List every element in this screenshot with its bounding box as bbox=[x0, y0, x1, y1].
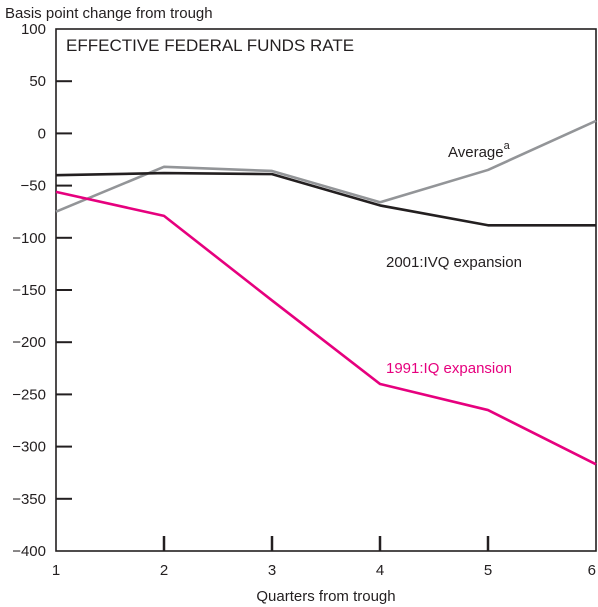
series-label-1991: 1991:IQ expansion bbox=[386, 360, 512, 377]
y-tick-label: −300 bbox=[12, 439, 46, 456]
x-tick-label: 5 bbox=[484, 562, 492, 579]
y-axis-title: Basis point change from trough bbox=[5, 5, 213, 22]
x-tick-label: 1 bbox=[52, 562, 60, 579]
y-tick-label: −150 bbox=[12, 282, 46, 299]
plot-frame bbox=[55, 28, 597, 552]
x-axis-title: Quarters from trough bbox=[256, 588, 395, 605]
y-tick-label: −200 bbox=[12, 334, 46, 351]
x-tick-label: 6 bbox=[588, 562, 596, 579]
y-tick-label: −400 bbox=[12, 543, 46, 560]
series-label-average: Averagea bbox=[448, 140, 511, 161]
series-line-2001 bbox=[55, 171, 596, 227]
y-axis: 100 50 0 −50 −100 −150 −200 −250 −300 −350 −400 bbox=[12, 21, 72, 560]
series-line-average bbox=[55, 119, 597, 213]
x-tick-label: 4 bbox=[376, 562, 384, 579]
y-tick-label: 0 bbox=[38, 125, 46, 142]
y-tick-label: −250 bbox=[12, 386, 46, 403]
series-labels: Averagea 2001:IVQ expansion 1991:IQ expa… bbox=[386, 140, 522, 377]
series-lines bbox=[55, 119, 597, 466]
series-label-2001: 2001:IVQ expansion bbox=[386, 254, 522, 271]
series-line-1991 bbox=[55, 190, 597, 466]
x-axis: 1 2 3 4 5 6 bbox=[52, 536, 596, 579]
x-tick-label: 2 bbox=[160, 562, 168, 579]
y-tick-label: −100 bbox=[12, 230, 46, 247]
series-label-average-superscript: a bbox=[504, 140, 511, 152]
y-tick-label: 50 bbox=[29, 73, 46, 90]
x-tick-label: 3 bbox=[268, 562, 276, 579]
y-tick-label: 100 bbox=[21, 21, 46, 38]
y-tick-label: −50 bbox=[21, 178, 46, 195]
y-tick-label: −350 bbox=[12, 491, 46, 508]
chart-title: EFFECTIVE FEDERAL FUNDS RATE bbox=[66, 36, 354, 55]
